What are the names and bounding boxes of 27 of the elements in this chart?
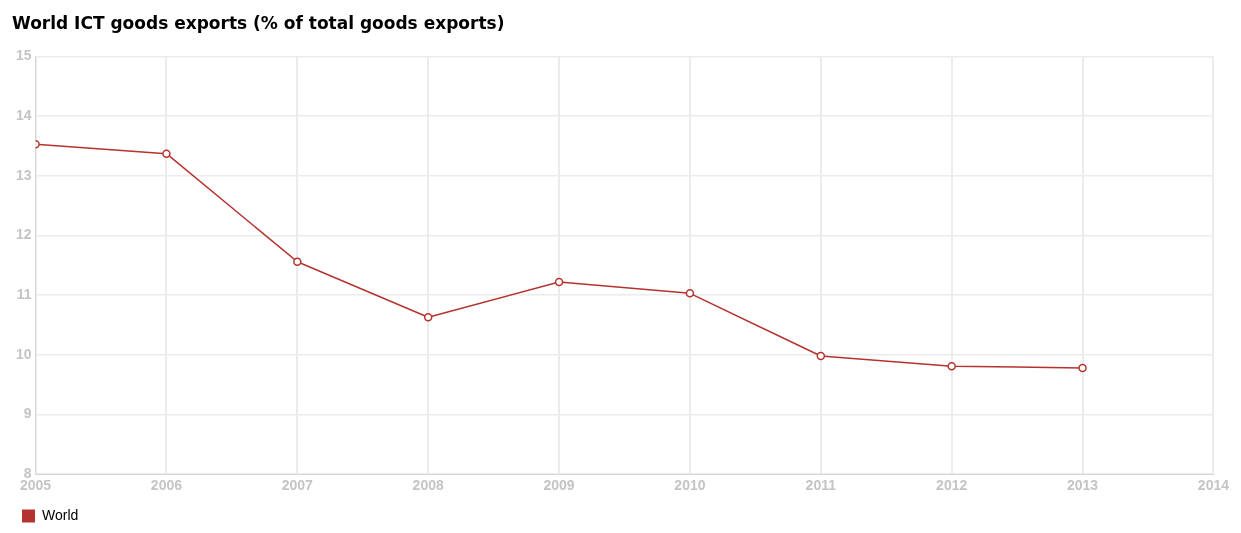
point: [293, 257, 302, 266]
legend-label: World: [42, 506, 79, 523]
x-tick-label: 2011: [805, 477, 837, 494]
point: [554, 277, 564, 287]
chart-title: World ICT goods exports (% of total goods exports): [12, 12, 505, 33]
y-tick-label: 15: [15, 47, 32, 64]
point: [947, 361, 956, 371]
point: [816, 351, 826, 361]
y-tick-label: 11: [16, 286, 32, 302]
point: [162, 149, 171, 158]
point: [1078, 363, 1087, 373]
x-tick-label: 2009: [543, 477, 575, 494]
point: [685, 289, 695, 298]
x-tick-label: 2012: [936, 477, 968, 494]
x-tick-label: 2010: [674, 477, 706, 494]
y-tick-label: 10: [15, 345, 32, 362]
y-tick-label: 9: [23, 405, 32, 422]
x-tick-label: 2008: [412, 477, 444, 494]
x-tick-label: 2006: [150, 477, 183, 494]
x-tick-label: 2014: [1197, 477, 1230, 494]
x-tick-label: 2005: [19, 477, 52, 494]
y-tick-label: 14: [15, 106, 32, 123]
x-tick-label: 2007: [281, 477, 314, 494]
x-tick-label: 2013: [1066, 477, 1099, 494]
point: [423, 312, 433, 322]
y-tick-label: 13: [15, 166, 32, 183]
y-tick-label: 12: [15, 226, 32, 243]
